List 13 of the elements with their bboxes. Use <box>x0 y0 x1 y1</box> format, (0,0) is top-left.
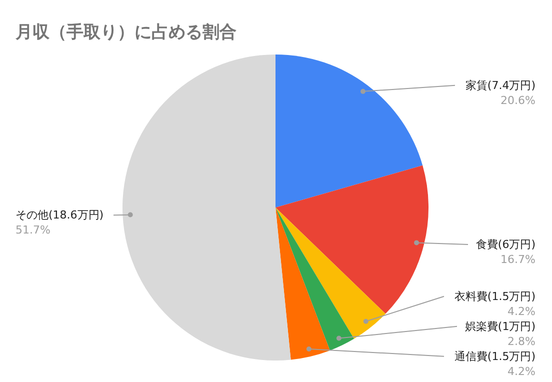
data-label: 4.2% <box>508 304 536 318</box>
data-label: 4.2% <box>508 364 536 378</box>
slice-label: 衣料費(1.5万円) <box>454 290 536 303</box>
chart-title: 月収（手取り）に占める割合 <box>14 22 236 42</box>
slice-label: 家賃(7.4万円) <box>465 78 536 92</box>
data-label: 2.8% <box>508 334 536 348</box>
slice-label: 娯楽費(1万円) <box>464 320 536 333</box>
data-label: 16.7% <box>500 253 536 266</box>
slice-label: 食費(6万円) <box>476 238 536 252</box>
slice-label: その他(18.6万円) <box>16 208 104 222</box>
slice-label: 通信費(1.5万円) <box>454 350 536 363</box>
data-label: 20.6% <box>500 94 536 107</box>
data-label: 51.7% <box>16 224 50 237</box>
